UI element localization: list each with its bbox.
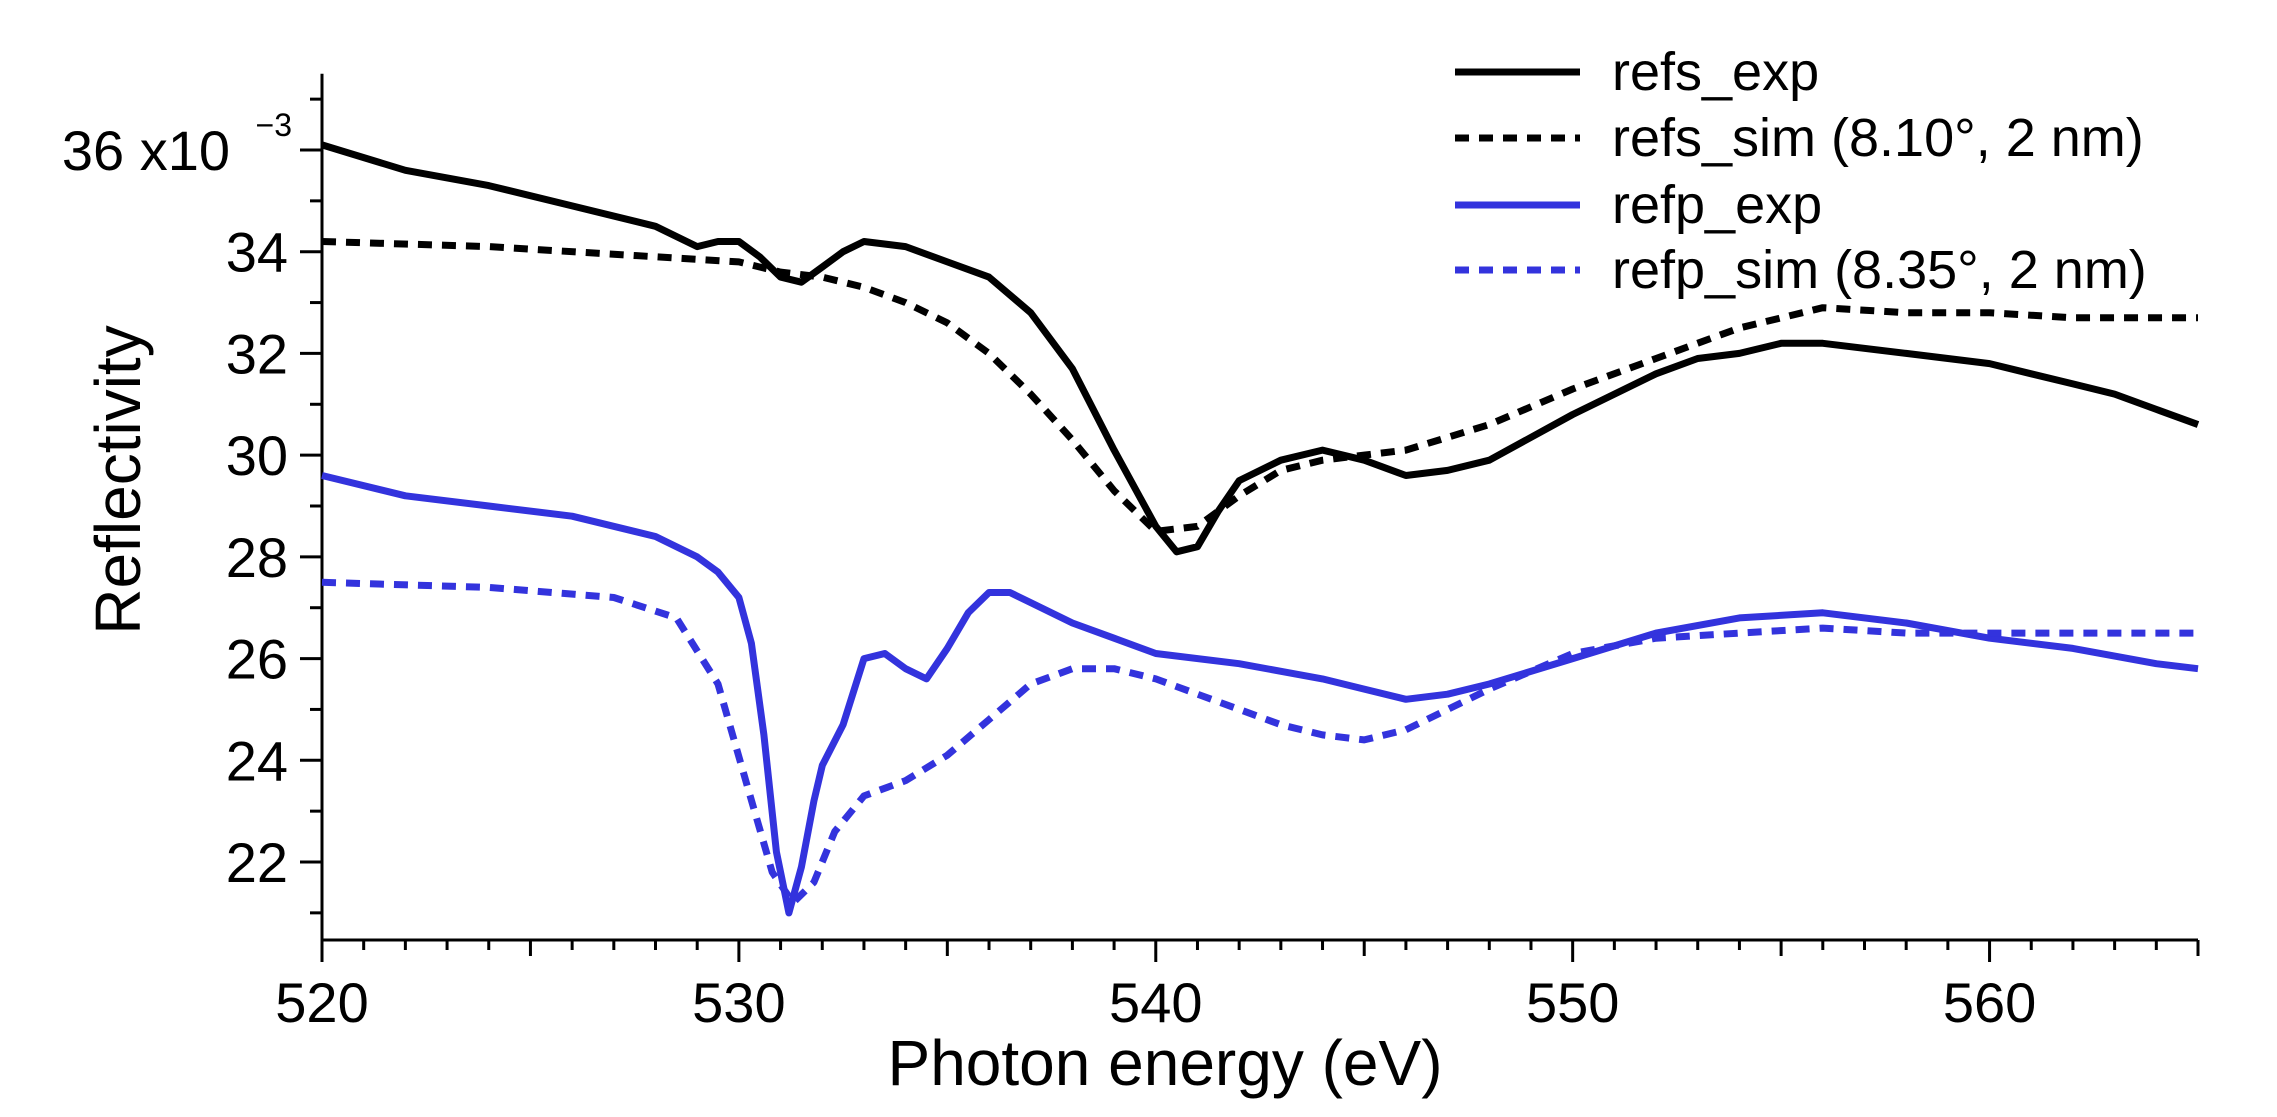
series-line-1 <box>320 141 2200 556</box>
legend-label-4: refp_sim (8.35°, 2 nm) <box>1612 240 2147 300</box>
legend-label-3: refp_exp <box>1612 175 1822 235</box>
series-line-2 <box>321 238 2198 535</box>
y-tick-label: 30 <box>226 424 288 487</box>
legend-label-2: refs_sim (8.10°, 2 nm) <box>1612 108 2144 168</box>
series-line-3 <box>321 472 2199 917</box>
y-tick-label: 28 <box>226 526 288 589</box>
y-tick-label: 34 <box>226 221 288 284</box>
x-tick-label: 530 <box>692 971 785 1034</box>
x-tick-label: 550 <box>1526 971 1619 1034</box>
y-tick-label: 36 x10 <box>62 119 230 182</box>
legend-label-1: refs_exp <box>1612 42 1819 102</box>
series-line-4 <box>321 578 2198 907</box>
axes: 520 530 540 550 560 22 24 26 28 30 32 34 36 x10 −3 <box>62 73 2200 1034</box>
x-axis-title: Photon energy (eV) <box>888 1027 1443 1099</box>
y-axis-title: Reflectivity <box>82 325 154 634</box>
y-tick-label: 24 <box>226 729 288 792</box>
x-tick-label: 540 <box>1109 971 1202 1034</box>
y-tick-label: 32 <box>226 322 288 385</box>
plot-lines <box>320 141 2200 917</box>
x-tick-label: 560 <box>1943 971 2036 1034</box>
y-tick-label: 26 <box>226 628 288 691</box>
y-tick-label: 22 <box>226 831 288 894</box>
y-multiplier-exponent: −3 <box>256 107 292 143</box>
x-tick-label: 520 <box>275 971 368 1034</box>
